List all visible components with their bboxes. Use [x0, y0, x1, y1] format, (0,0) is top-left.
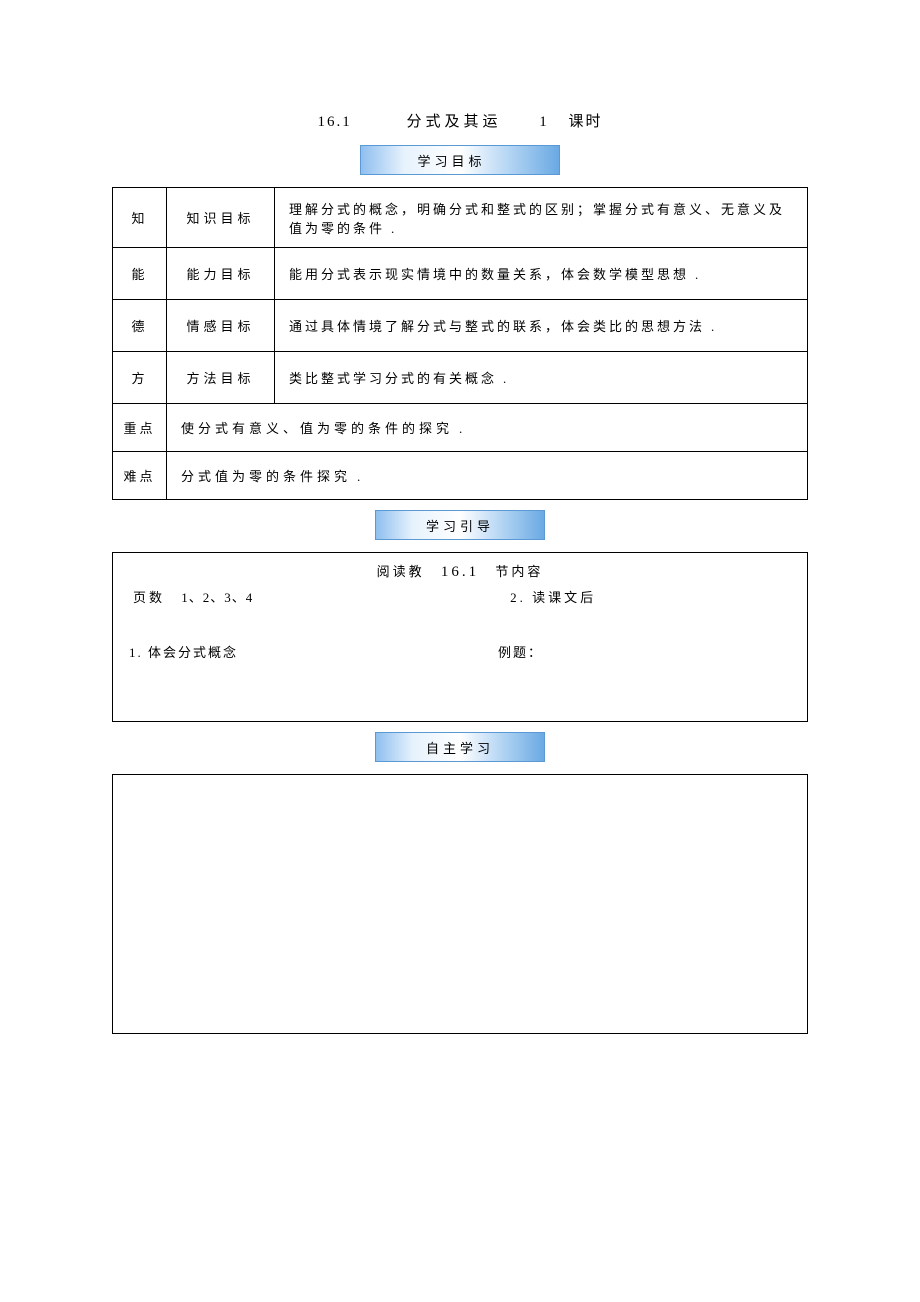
guide-row2: 页数 1、2、3、4 2. 读课文后	[127, 587, 793, 606]
guide-sec-line: 1. 体会分式概念 例题：	[127, 642, 793, 661]
row-desc: 能用分式表示现实情境中的数量关系，体会数学模型思想.	[275, 248, 808, 300]
row-cat: 知识目标	[167, 188, 275, 248]
title-unit: 课时	[569, 114, 603, 130]
row-desc: 使分式有意义、值为零的条件的探究.	[167, 404, 808, 452]
row-index: 难点	[113, 452, 167, 500]
row-index: 德	[113, 300, 167, 352]
table-row: 德 情感目标 通过具体情境了解分式与整式的联系，体会类比的思想方法.	[113, 300, 808, 352]
table-row: 知 知识目标 理解分式的概念，明确分式和整式的区别；掌握分式有意义、无意义及值为…	[113, 188, 808, 248]
row-index: 重点	[113, 404, 167, 452]
table-row: 重点 使分式有意义、值为零的条件的探究.	[113, 404, 808, 452]
row-index: 知	[113, 188, 167, 248]
row-cat: 方法目标	[167, 352, 275, 404]
row-cat: 能力目标	[167, 248, 275, 300]
goals-table: 知 知识目标 理解分式的概念，明确分式和整式的区别；掌握分式有意义、无意义及值为…	[112, 187, 808, 500]
row-desc: 理解分式的概念，明确分式和整式的区别；掌握分式有意义、无意义及值为零的条件.	[275, 188, 808, 248]
table-row: 能 能力目标 能用分式表示现实情境中的数量关系，体会数学模型思想.	[113, 248, 808, 300]
title-section-no: 16.1	[317, 114, 351, 130]
badge-goals: 学习目标	[360, 145, 560, 175]
row-desc: 分式值为零的条件探究.	[167, 452, 808, 500]
guide-box: 阅读教 16.1 节内容 页数 1、2、3、4 2. 读课文后 1. 体会分式概…	[112, 552, 808, 722]
row-desc: 通过具体情境了解分式与整式的联系，体会类比的思想方法.	[275, 300, 808, 352]
page-title: 16.1 分式及其运 1 课时	[112, 110, 808, 131]
title-label: 分式及其运	[387, 114, 501, 130]
title-count: 1	[539, 114, 549, 130]
badge-self: 自主学习	[375, 732, 545, 762]
row-desc: 类比整式学习分式的有关概念.	[275, 352, 808, 404]
table-row: 方 方法目标 类比整式学习分式的有关概念.	[113, 352, 808, 404]
badge-guide: 学习引导	[375, 510, 545, 540]
row-index: 方	[113, 352, 167, 404]
guide-line1: 阅读教 16.1 节内容	[127, 561, 793, 581]
row-index: 能	[113, 248, 167, 300]
table-row: 难点 分式值为零的条件探究.	[113, 452, 808, 500]
row-cat: 情感目标	[167, 300, 275, 352]
self-study-box	[112, 774, 808, 1034]
